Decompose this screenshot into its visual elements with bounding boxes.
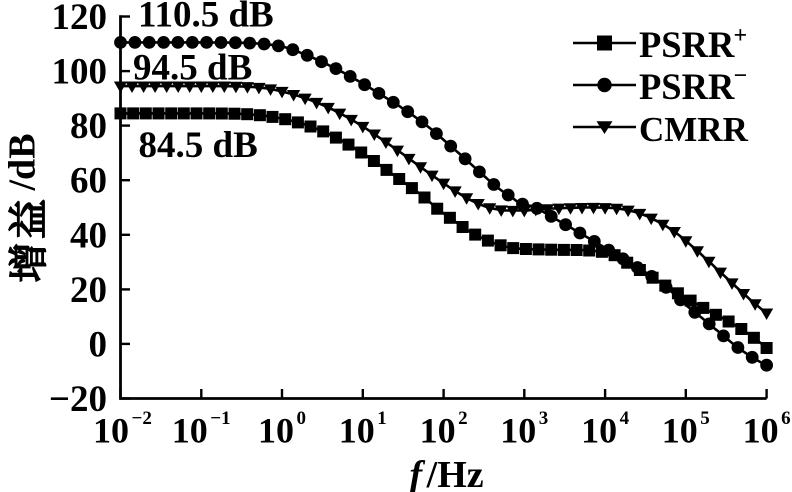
svg-text:−2: −2 bbox=[132, 408, 152, 429]
svg-text:−1: −1 bbox=[210, 408, 230, 429]
svg-text:1: 1 bbox=[377, 408, 387, 429]
svg-text:0: 0 bbox=[297, 408, 307, 429]
svg-text:10: 10 bbox=[172, 411, 208, 451]
svg-text:−: − bbox=[734, 63, 748, 89]
svg-text:10: 10 bbox=[743, 411, 779, 451]
svg-text:6: 6 bbox=[781, 408, 791, 429]
svg-text:2: 2 bbox=[458, 408, 468, 429]
svg-text:f/Hz: f/Hz bbox=[410, 454, 484, 492]
svg-text:5: 5 bbox=[700, 408, 710, 429]
svg-text:4: 4 bbox=[620, 408, 630, 429]
svg-text:60: 60 bbox=[70, 161, 107, 202]
svg-text:10: 10 bbox=[662, 411, 698, 451]
svg-text:+: + bbox=[734, 23, 748, 49]
svg-text:10: 10 bbox=[258, 411, 294, 451]
svg-text:20: 20 bbox=[70, 270, 107, 311]
svg-text:CMRR: CMRR bbox=[639, 110, 749, 149]
svg-text:0: 0 bbox=[89, 324, 108, 365]
svg-text:10: 10 bbox=[420, 411, 456, 451]
svg-text:110.5 dB: 110.5 dB bbox=[138, 0, 274, 36]
svg-text:/dB: /dB bbox=[2, 133, 44, 191]
svg-text:PSRR: PSRR bbox=[639, 24, 735, 65]
svg-text:40: 40 bbox=[70, 215, 107, 256]
svg-text:100: 100 bbox=[52, 52, 108, 93]
svg-text:10: 10 bbox=[339, 411, 375, 451]
svg-text:10: 10 bbox=[500, 411, 536, 451]
svg-text:3: 3 bbox=[539, 408, 549, 429]
svg-text:PSRR: PSRR bbox=[639, 66, 735, 107]
svg-text:−20: −20 bbox=[49, 379, 107, 420]
svg-text:10: 10 bbox=[93, 411, 129, 451]
svg-text:10: 10 bbox=[581, 411, 617, 451]
svg-text:120: 120 bbox=[52, 0, 108, 38]
svg-text:80: 80 bbox=[70, 106, 107, 147]
svg-text:84.5 dB: 84.5 dB bbox=[139, 125, 258, 166]
